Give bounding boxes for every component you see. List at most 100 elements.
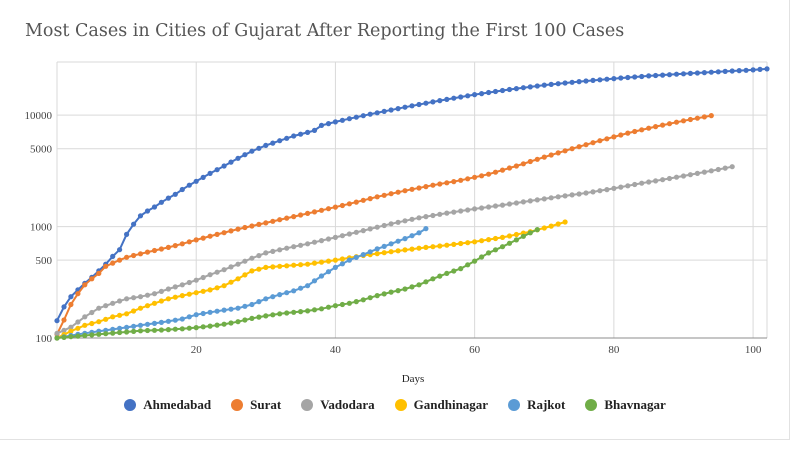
- data-point-ahmedabad: [277, 138, 283, 144]
- data-point-surat: [597, 138, 603, 144]
- data-point-surat: [151, 247, 158, 254]
- data-point-rajkot: [221, 307, 227, 313]
- data-point-rajkot: [381, 243, 387, 249]
- data-point-vadodara: [715, 166, 721, 173]
- data-point-gandhinagar: [89, 320, 95, 327]
- data-point-gandhinagar: [416, 245, 422, 251]
- data-point-vadodara: [604, 187, 610, 193]
- data-point-bhavnagar: [381, 291, 387, 297]
- data-point-ahmedabad: [625, 74, 631, 81]
- series-group: [54, 66, 770, 341]
- data-point-ahmedabad: [214, 167, 220, 173]
- data-point-vadodara: [590, 189, 596, 195]
- data-point-bhavnagar: [75, 333, 81, 339]
- data-point-bhavnagar: [277, 311, 283, 317]
- data-point-rajkot: [277, 292, 283, 298]
- data-point-ahmedabad: [124, 231, 130, 237]
- data-point-vadodara: [486, 204, 492, 210]
- data-point-surat: [242, 224, 248, 231]
- data-point-surat: [430, 182, 436, 188]
- data-point-vadodara: [381, 222, 387, 229]
- data-point-bhavnagar: [534, 227, 540, 233]
- data-point-surat: [131, 252, 137, 259]
- data-point-gandhinagar: [172, 294, 178, 300]
- data-point-surat: [673, 119, 680, 125]
- data-point-ahmedabad: [569, 79, 575, 85]
- legend-swatch: [508, 399, 521, 411]
- data-point-bhavnagar: [291, 309, 297, 315]
- data-point-rajkot: [332, 264, 338, 270]
- data-point-bhavnagar: [96, 331, 102, 337]
- data-point-ahmedabad: [632, 74, 638, 80]
- data-point-vadodara: [618, 184, 624, 190]
- data-point-surat: [332, 204, 338, 210]
- data-point-ahmedabad: [200, 174, 206, 180]
- legend-item-bhavnagar: Bhavnagar: [585, 397, 666, 413]
- data-point-gandhinagar: [110, 314, 116, 320]
- data-point-gandhinagar: [117, 312, 123, 318]
- legend-swatch: [231, 399, 244, 411]
- data-point-vadodara: [353, 229, 359, 235]
- data-point-bhavnagar: [228, 320, 234, 326]
- data-point-vadodara: [165, 286, 171, 292]
- data-point-surat: [75, 291, 81, 297]
- data-point-bhavnagar: [117, 329, 123, 336]
- data-point-gandhinagar: [541, 225, 547, 231]
- data-point-gandhinagar: [381, 250, 387, 256]
- data-point-surat: [186, 239, 192, 245]
- data-point-gandhinagar: [513, 231, 520, 238]
- data-point-ahmedabad: [541, 82, 547, 88]
- data-point-vadodara: [506, 201, 513, 207]
- data-point-vadodara: [207, 272, 213, 278]
- data-point-bhavnagar: [131, 328, 137, 334]
- data-point-surat: [527, 158, 533, 165]
- data-point-rajkot: [235, 305, 241, 311]
- y-tick-label: 100: [36, 333, 53, 345]
- data-point-rajkot: [388, 241, 394, 247]
- data-point-surat: [256, 221, 262, 227]
- data-point-surat: [632, 128, 638, 135]
- data-point-gandhinagar: [402, 247, 408, 253]
- data-point-ahmedabad: [346, 116, 352, 122]
- data-point-ahmedabad: [207, 170, 213, 176]
- data-point-surat: [395, 189, 401, 195]
- data-point-surat: [583, 142, 589, 148]
- data-point-ahmedabad: [298, 131, 304, 137]
- legend-label: Gandhinagar: [413, 397, 489, 412]
- data-point-vadodara: [576, 191, 582, 197]
- data-point-vadodara: [687, 172, 694, 178]
- data-point-ahmedabad: [284, 135, 290, 141]
- data-point-surat: [374, 194, 380, 200]
- y-tick-label: 5000: [30, 144, 53, 156]
- data-point-vadodara: [520, 199, 527, 205]
- data-point-rajkot: [416, 230, 422, 236]
- data-point-bhavnagar: [305, 308, 311, 314]
- data-point-ahmedabad: [186, 182, 192, 188]
- data-point-ahmedabad: [444, 96, 450, 102]
- data-point-bhavnagar: [110, 330, 116, 336]
- data-point-surat: [492, 169, 499, 175]
- data-point-ahmedabad: [499, 87, 506, 94]
- data-point-surat: [437, 181, 443, 187]
- data-point-vadodara: [263, 250, 269, 256]
- data-point-ahmedabad: [736, 68, 742, 74]
- data-point-gandhinagar: [492, 235, 499, 242]
- data-point-vadodara: [242, 258, 248, 264]
- data-point-rajkot: [110, 326, 116, 332]
- data-point-surat: [353, 199, 359, 205]
- data-point-bhavnagar: [332, 303, 338, 309]
- data-point-surat: [318, 207, 325, 213]
- chart-frame: [0, 0, 790, 440]
- data-point-bhavnagar: [144, 327, 151, 334]
- data-point-rajkot: [200, 310, 206, 317]
- data-point-ahmedabad: [374, 110, 380, 116]
- data-point-surat: [687, 116, 694, 123]
- data-point-surat: [325, 206, 332, 212]
- data-point-gandhinagar: [318, 259, 325, 265]
- data-point-vadodara: [305, 241, 311, 247]
- data-point-bhavnagar: [256, 314, 262, 320]
- data-point-bhavnagar: [520, 233, 527, 239]
- data-point-bhavnagar: [499, 244, 506, 250]
- data-point-ahmedabad: [472, 92, 478, 98]
- data-point-ahmedabad: [131, 221, 137, 227]
